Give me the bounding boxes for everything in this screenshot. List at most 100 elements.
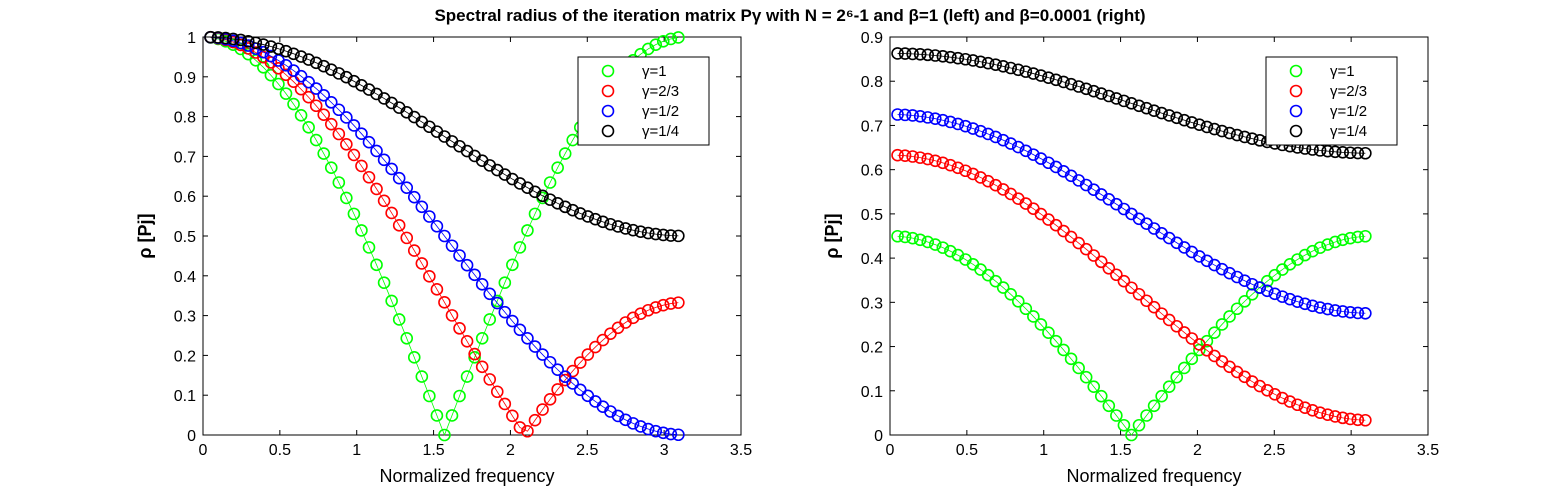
data-point	[377, 194, 391, 208]
legend-marker	[601, 104, 615, 118]
data-point	[921, 48, 935, 62]
series-1	[204, 31, 685, 442]
data-point	[921, 111, 935, 124]
data-point	[1306, 404, 1319, 417]
legend-box	[1265, 56, 1398, 146]
x-tick-label: 1	[1039, 442, 1048, 459]
data-point	[906, 109, 919, 122]
data-point	[1177, 361, 1191, 375]
data-point	[521, 224, 534, 237]
data-point	[898, 230, 912, 244]
data-point	[377, 153, 391, 167]
data-point	[1004, 61, 1018, 75]
data-point	[1042, 71, 1055, 84]
data-point	[974, 171, 987, 184]
data-point	[626, 223, 640, 237]
data-point	[566, 377, 580, 390]
data-point	[891, 229, 904, 243]
data-point	[1132, 99, 1146, 113]
data-point	[1079, 82, 1093, 96]
data-point	[1064, 352, 1078, 366]
data-point	[377, 276, 391, 289]
data-point	[370, 144, 383, 158]
data-point	[400, 231, 414, 245]
data-point	[1125, 281, 1138, 295]
data-point	[1019, 65, 1033, 78]
data-point	[558, 370, 572, 384]
legend-label: γ=1/2	[642, 103, 679, 120]
data-point	[332, 176, 346, 189]
y-tick-label: 0.6	[174, 189, 196, 206]
y-tick-label: 0.2	[174, 348, 196, 365]
data-point	[936, 241, 950, 254]
data-point	[573, 383, 587, 397]
data-point	[1027, 148, 1040, 161]
data-point	[294, 109, 308, 122]
data-point	[249, 36, 263, 50]
data-point	[936, 49, 950, 63]
data-point	[619, 222, 632, 235]
data-point	[460, 258, 474, 272]
data-point	[898, 47, 912, 60]
data-point	[581, 210, 595, 223]
data-point	[656, 426, 670, 440]
data-point	[370, 182, 383, 196]
data-point	[528, 340, 542, 353]
data-point	[309, 82, 323, 95]
data-point	[551, 161, 564, 175]
data-point	[981, 174, 995, 188]
data-point	[1034, 318, 1048, 331]
data-point	[1336, 305, 1350, 318]
x-tick-label: 2.5	[1263, 442, 1285, 459]
data-point	[626, 417, 640, 430]
data-point	[1245, 277, 1259, 291]
data-point	[1011, 295, 1025, 308]
data-point	[634, 307, 647, 321]
data-point	[445, 239, 459, 253]
data-point	[264, 68, 278, 82]
data-point	[287, 97, 300, 111]
data-point	[1321, 302, 1334, 316]
data-point	[309, 56, 323, 70]
data-point	[445, 309, 459, 322]
data-point	[1359, 306, 1372, 320]
data-point	[1094, 255, 1108, 269]
data-point	[672, 229, 685, 243]
data-point	[468, 347, 481, 361]
data-point	[347, 207, 361, 221]
data-point	[1019, 144, 1033, 158]
data-point	[1245, 132, 1259, 145]
data-point	[1177, 113, 1191, 127]
data-point	[1027, 67, 1040, 80]
x-tick-label: 0.5	[269, 442, 291, 459]
x-tick-label: 0	[886, 442, 895, 459]
data-point	[1079, 370, 1093, 384]
data-point	[279, 44, 293, 58]
data-point	[1291, 398, 1304, 412]
data-point	[528, 185, 542, 199]
data-point	[1351, 230, 1365, 244]
data-point	[1276, 290, 1289, 303]
data-point	[1177, 326, 1191, 339]
data-point	[1230, 302, 1244, 316]
data-point	[891, 47, 904, 60]
data-point	[430, 219, 444, 233]
legend-marker	[601, 64, 615, 78]
data-point	[1057, 343, 1070, 357]
data-point	[279, 68, 293, 82]
data-point	[898, 149, 912, 163]
data-point	[566, 203, 580, 217]
data-point	[1110, 409, 1123, 422]
data-point	[996, 281, 1010, 294]
data-point	[626, 311, 640, 325]
legend-marker	[1289, 84, 1303, 98]
y-tick-label: 0.5	[861, 207, 883, 224]
data-point	[649, 301, 663, 314]
data-point	[1140, 409, 1153, 422]
data-point	[513, 241, 527, 254]
data-point	[1321, 144, 1334, 158]
data-point	[1253, 134, 1267, 147]
legend-marker	[601, 84, 615, 98]
